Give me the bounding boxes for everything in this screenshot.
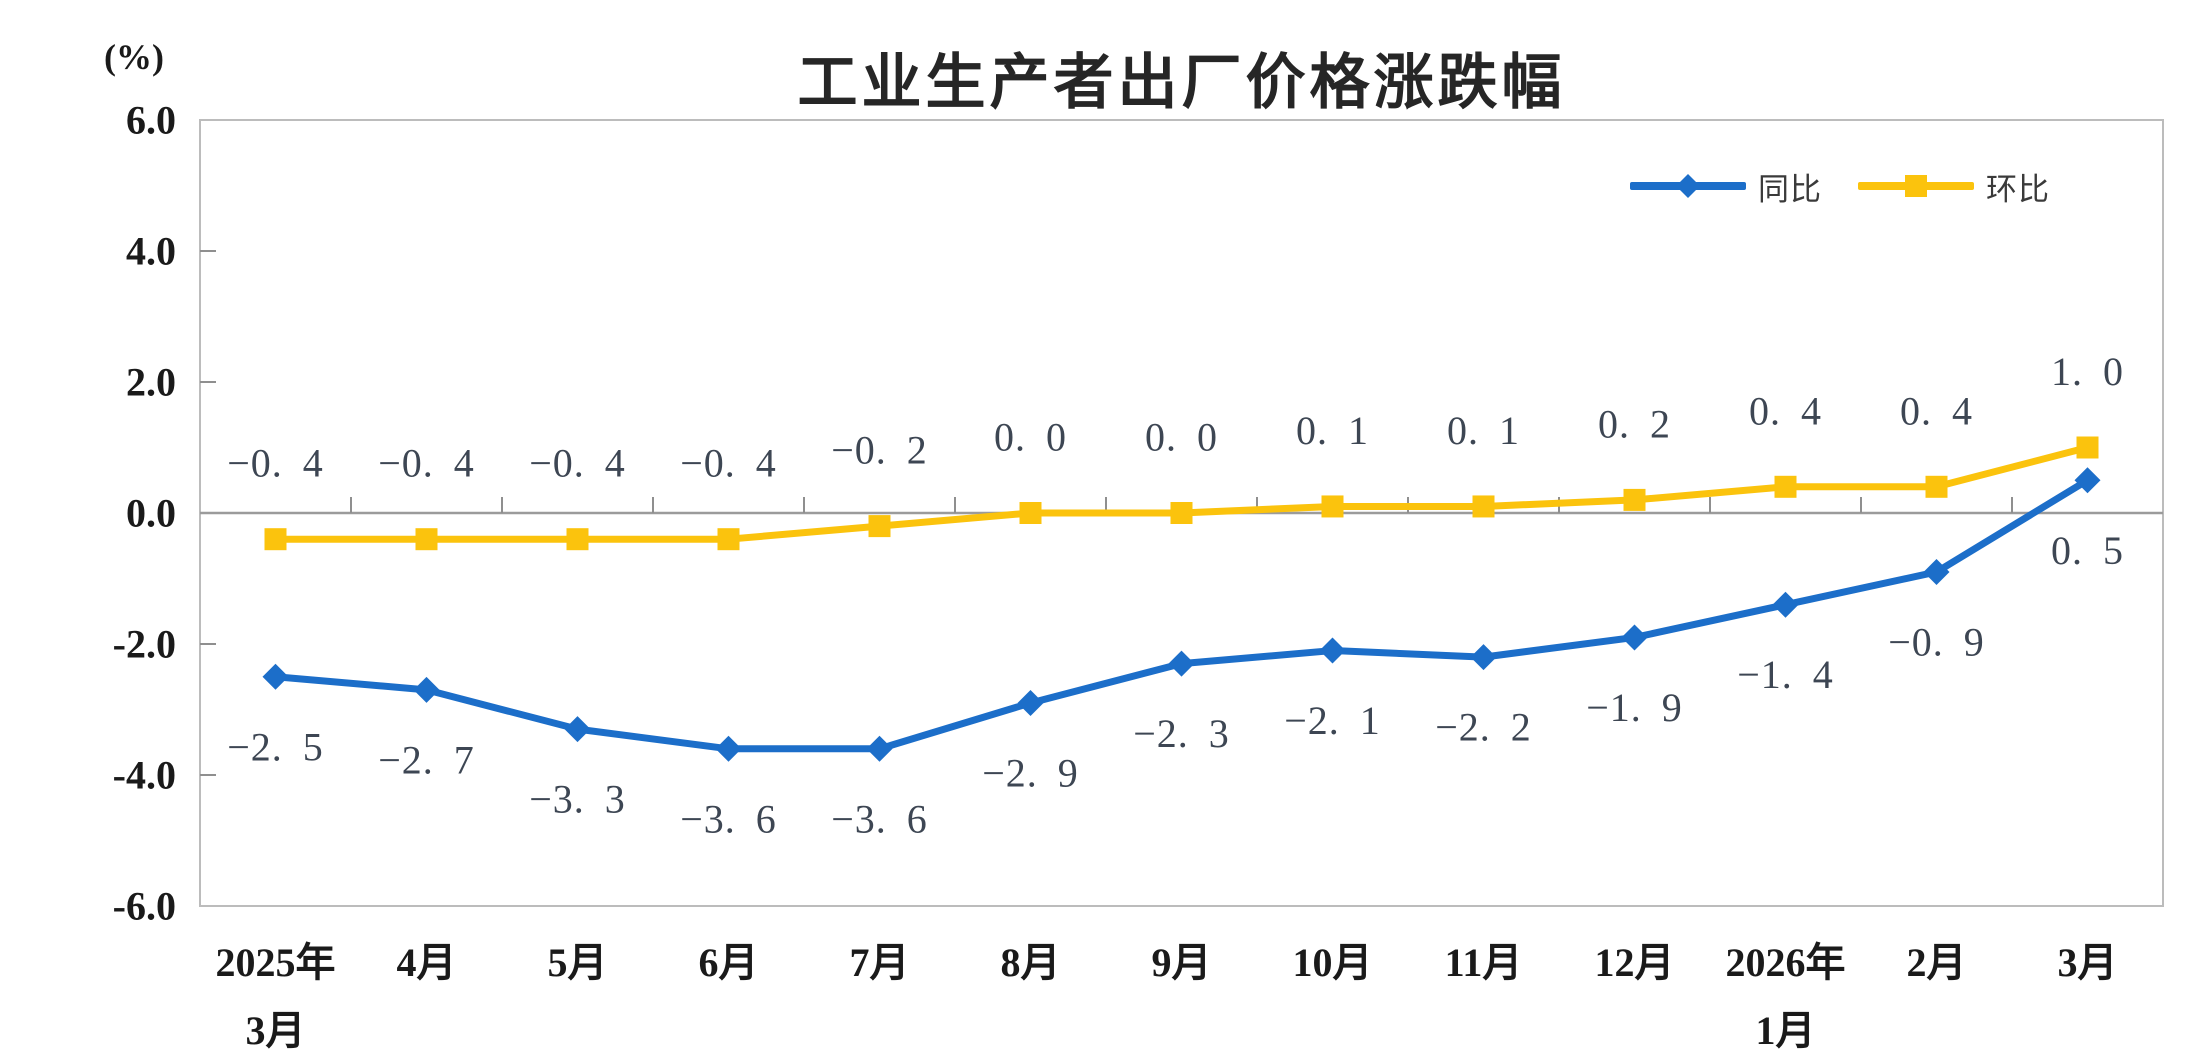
marker-yoy-5 (1017, 689, 1044, 716)
value-label-yoy-6: −2. 3 (1133, 711, 1230, 756)
value-label-mom-0: −0. 4 (227, 441, 324, 486)
marker-yoy-3 (715, 735, 742, 762)
value-label-yoy-10: −1. 4 (1737, 652, 1834, 697)
value-label-yoy-7: −2. 1 (1284, 698, 1381, 743)
x-axis-tick-label: 3月 (2058, 940, 2118, 985)
value-label-mom-5: 0. 0 (994, 415, 1067, 460)
x-axis-tick-label: 7月 (850, 940, 910, 985)
x-axis-tick-label: 9月 (1152, 940, 1212, 985)
value-label-yoy-3: −3. 6 (680, 796, 777, 841)
value-label-mom-11: 0. 4 (1900, 388, 1973, 433)
marker-mom-7 (1321, 495, 1344, 518)
legend-item-mom: 环比 (1858, 164, 2050, 209)
value-label-mom-7: 0. 1 (1296, 408, 1369, 453)
x-axis-tick-label: 5月 (548, 940, 608, 985)
marker-mom-5 (1019, 502, 1042, 524)
y-axis-unit-label: (%) (104, 37, 164, 77)
marker-yoy-7 (1319, 637, 1346, 664)
x-axis-tick-label: 12月 (1595, 940, 1675, 985)
x-axis-tick-label: 2026年 (1726, 940, 1846, 985)
legend-item-yoy: 同比 (1630, 164, 1822, 209)
marker-yoy-0 (262, 663, 289, 690)
marker-yoy-8 (1470, 644, 1497, 671)
marker-mom-2 (566, 528, 589, 551)
marker-yoy-12 (2074, 467, 2101, 494)
marker-mom-4 (868, 515, 891, 538)
yoy-line-swatch (1630, 173, 1746, 199)
marker-yoy-2 (564, 716, 591, 743)
value-label-mom-3: −0. 4 (680, 441, 777, 486)
value-label-yoy-4: −3. 6 (831, 796, 928, 841)
value-label-mom-8: 0. 1 (1447, 408, 1520, 453)
legend: 同比 环比 (1630, 164, 2050, 209)
x-axis-tick-label: 1月 (1756, 1008, 1816, 1053)
value-label-mom-2: −0. 4 (529, 441, 626, 486)
x-axis-tick-label: 4月 (397, 940, 457, 985)
marker-mom-12 (2076, 436, 2099, 459)
marker-mom-6 (1170, 502, 1193, 524)
x-axis-tick-label: 2025年 (216, 940, 336, 985)
value-label-yoy-0: −2. 5 (227, 724, 324, 769)
legend-label-mom: 环比 (1986, 171, 2050, 207)
marker-mom-1 (415, 528, 438, 551)
marker-yoy-4 (866, 735, 893, 762)
y-axis-tick-label: -6.0 (113, 884, 176, 929)
value-label-yoy-8: −2. 2 (1435, 705, 1532, 750)
x-axis-tick-label: 8月 (1001, 940, 1061, 985)
marker-yoy-9 (1621, 624, 1648, 651)
legend-label-yoy: 同比 (1758, 171, 1822, 207)
value-label-yoy-2: −3. 3 (529, 777, 626, 822)
x-axis-tick-label: 10月 (1293, 940, 1373, 985)
marker-yoy-11 (1923, 558, 1950, 585)
x-axis-tick-label: 6月 (699, 940, 759, 985)
value-label-mom-10: 0. 4 (1749, 388, 1822, 433)
marker-mom-10 (1774, 475, 1797, 498)
marker-yoy-1 (413, 676, 440, 703)
value-label-mom-6: 0. 0 (1145, 415, 1218, 460)
x-axis-tick-label: 3月 (246, 1008, 306, 1053)
y-axis-tick-label: 2.0 (126, 360, 176, 405)
value-label-mom-4: −0. 2 (831, 428, 928, 473)
value-label-mom-12: 1. 0 (2051, 349, 2124, 394)
mom-line-swatch (1858, 175, 1974, 197)
marker-yoy-10 (1772, 591, 1799, 618)
value-label-mom-9: 0. 2 (1598, 401, 1671, 446)
value-label-mom-1: −0. 4 (378, 441, 475, 486)
y-axis-tick-label: 6.0 (126, 98, 176, 143)
value-label-yoy-9: −1. 9 (1586, 685, 1683, 730)
marker-yoy-6 (1168, 650, 1195, 677)
value-label-yoy-5: −2. 9 (982, 750, 1079, 795)
value-label-yoy-12: 0. 5 (2051, 528, 2124, 573)
y-axis-tick-label: 0.0 (126, 491, 176, 536)
marker-mom-3 (717, 528, 740, 551)
y-axis-tick-label: 4.0 (126, 229, 176, 274)
x-axis-tick-label: 11月 (1445, 940, 1523, 985)
chart-title: 工业生产者出厂价格涨跌幅 (797, 49, 1566, 116)
y-axis-tick-label: -4.0 (113, 753, 176, 798)
x-axis-tick-label: 2月 (1907, 940, 1967, 985)
marker-mom-8 (1472, 495, 1495, 518)
marker-mom-11 (1925, 475, 1948, 498)
square-marker-icon (1905, 175, 1927, 197)
value-label-yoy-1: −2. 7 (378, 737, 475, 782)
value-label-yoy-11: −0. 9 (1888, 619, 1985, 664)
y-axis-tick-label: -2.0 (113, 622, 176, 667)
marker-mom-9 (1623, 488, 1646, 511)
marker-mom-0 (264, 528, 287, 551)
